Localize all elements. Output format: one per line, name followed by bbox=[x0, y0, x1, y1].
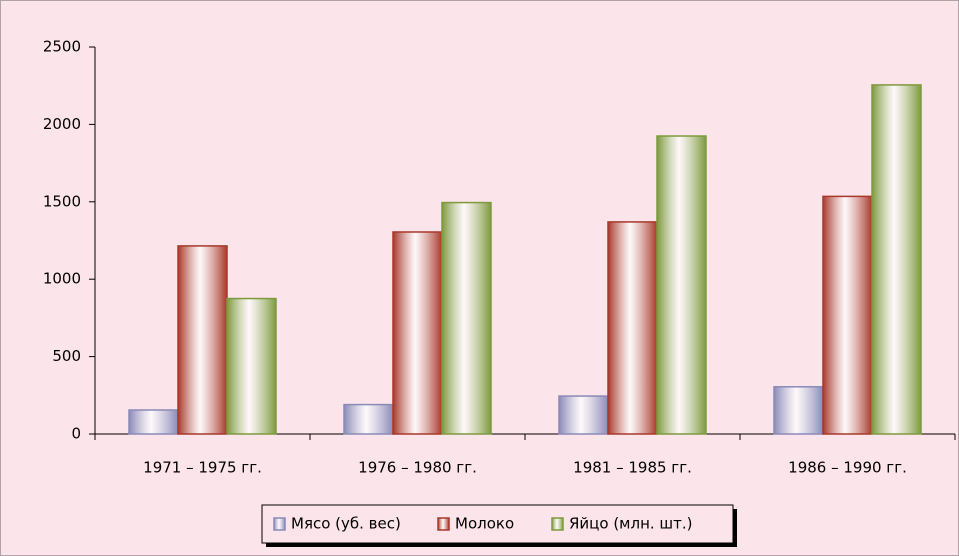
legend-swatch bbox=[551, 517, 564, 531]
bar bbox=[343, 403, 394, 435]
bar bbox=[392, 231, 443, 435]
bar bbox=[558, 395, 609, 435]
x-tick-label: 1986 – 1990 гг. bbox=[788, 459, 907, 477]
legend-swatch bbox=[273, 517, 286, 531]
y-tick-label: 1000 bbox=[43, 270, 81, 288]
bar bbox=[607, 221, 658, 435]
bar bbox=[177, 245, 228, 435]
bar bbox=[441, 201, 492, 435]
y-tick-label: 0 bbox=[71, 425, 81, 443]
bar bbox=[871, 84, 922, 435]
x-tick-label: 1976 – 1980 гг. bbox=[358, 459, 477, 477]
legend-label: Мясо (уб. вес) bbox=[291, 515, 401, 533]
x-tick-label: 1971 – 1975 гг. bbox=[143, 459, 262, 477]
y-tick-label: 500 bbox=[52, 347, 81, 365]
bar bbox=[773, 386, 824, 435]
x-tick-label: 1981 – 1985 гг. bbox=[573, 459, 692, 477]
bar bbox=[656, 135, 707, 435]
y-tick-label: 2000 bbox=[43, 115, 81, 133]
legend-swatch bbox=[437, 517, 450, 531]
legend-label: Молоко bbox=[455, 515, 514, 533]
legend bbox=[261, 504, 734, 544]
y-tick-label: 1500 bbox=[43, 192, 81, 210]
bar bbox=[226, 297, 277, 435]
y-tick-label: 2500 bbox=[43, 38, 81, 56]
legend-label: Яйцо (млн. шт.) bbox=[569, 515, 693, 533]
bar bbox=[128, 409, 179, 435]
bar bbox=[822, 195, 873, 435]
